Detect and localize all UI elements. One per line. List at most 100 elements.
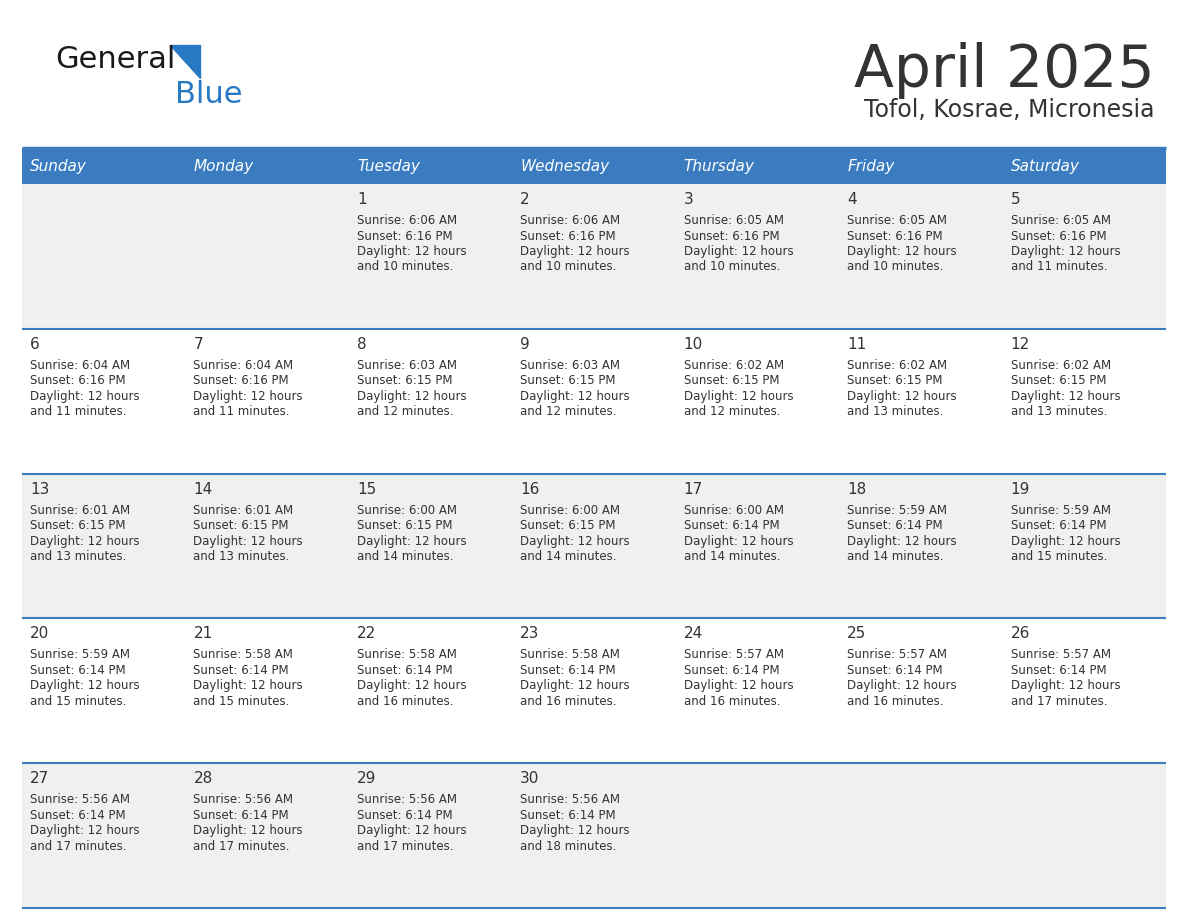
Text: Daylight: 12 hours: Daylight: 12 hours bbox=[356, 390, 467, 403]
Bar bbox=[1003, 329, 1165, 474]
Text: Sunrise: 6:00 AM: Sunrise: 6:00 AM bbox=[356, 504, 457, 517]
Text: and 13 minutes.: and 13 minutes. bbox=[30, 550, 126, 563]
Text: Daylight: 12 hours: Daylight: 12 hours bbox=[684, 245, 794, 258]
Text: 16: 16 bbox=[520, 482, 539, 497]
Text: 23: 23 bbox=[520, 626, 539, 642]
Text: Daylight: 12 hours: Daylight: 12 hours bbox=[356, 824, 467, 837]
Bar bbox=[349, 763, 512, 908]
Bar bbox=[349, 619, 512, 763]
Bar bbox=[839, 474, 1003, 619]
Text: Sunrise: 5:57 AM: Sunrise: 5:57 AM bbox=[684, 648, 784, 661]
Text: Sunrise: 5:58 AM: Sunrise: 5:58 AM bbox=[356, 648, 456, 661]
Text: Sunset: 6:16 PM: Sunset: 6:16 PM bbox=[847, 230, 943, 242]
Text: Daylight: 12 hours: Daylight: 12 hours bbox=[356, 679, 467, 692]
Text: Sunset: 6:15 PM: Sunset: 6:15 PM bbox=[356, 375, 453, 387]
Text: and 17 minutes.: and 17 minutes. bbox=[356, 840, 454, 853]
Text: Sunrise: 5:57 AM: Sunrise: 5:57 AM bbox=[1011, 648, 1111, 661]
Text: Daylight: 12 hours: Daylight: 12 hours bbox=[847, 534, 956, 548]
Text: Sunset: 6:14 PM: Sunset: 6:14 PM bbox=[520, 664, 615, 677]
Text: Sunset: 6:15 PM: Sunset: 6:15 PM bbox=[30, 519, 126, 532]
Text: Blue: Blue bbox=[175, 80, 242, 109]
Text: and 15 minutes.: and 15 minutes. bbox=[1011, 550, 1107, 563]
Text: 4: 4 bbox=[847, 192, 857, 207]
Text: Sunday: Sunday bbox=[30, 159, 87, 174]
Text: Daylight: 12 hours: Daylight: 12 hours bbox=[847, 390, 956, 403]
Bar bbox=[676, 619, 839, 763]
Text: 10: 10 bbox=[684, 337, 703, 352]
Text: Sunrise: 5:56 AM: Sunrise: 5:56 AM bbox=[30, 793, 129, 806]
Bar bbox=[512, 763, 676, 908]
Text: Daylight: 12 hours: Daylight: 12 hours bbox=[520, 679, 630, 692]
Bar bbox=[676, 184, 839, 329]
Bar bbox=[839, 763, 1003, 908]
Text: Sunset: 6:14 PM: Sunset: 6:14 PM bbox=[1011, 519, 1106, 532]
Text: 27: 27 bbox=[30, 771, 49, 786]
Text: 29: 29 bbox=[356, 771, 377, 786]
Bar bbox=[185, 329, 349, 474]
Text: Sunrise: 6:03 AM: Sunrise: 6:03 AM bbox=[520, 359, 620, 372]
Text: Daylight: 12 hours: Daylight: 12 hours bbox=[520, 390, 630, 403]
Bar bbox=[676, 763, 839, 908]
Text: Daylight: 12 hours: Daylight: 12 hours bbox=[520, 824, 630, 837]
Text: Sunset: 6:16 PM: Sunset: 6:16 PM bbox=[520, 230, 615, 242]
Text: and 17 minutes.: and 17 minutes. bbox=[1011, 695, 1107, 708]
Text: 13: 13 bbox=[30, 482, 50, 497]
Text: Sunset: 6:15 PM: Sunset: 6:15 PM bbox=[520, 519, 615, 532]
Text: Sunset: 6:15 PM: Sunset: 6:15 PM bbox=[1011, 375, 1106, 387]
Text: 12: 12 bbox=[1011, 337, 1030, 352]
Text: Sunrise: 5:56 AM: Sunrise: 5:56 AM bbox=[520, 793, 620, 806]
Polygon shape bbox=[170, 45, 200, 78]
Text: Sunrise: 6:03 AM: Sunrise: 6:03 AM bbox=[356, 359, 457, 372]
Text: General: General bbox=[55, 45, 176, 74]
Text: Sunrise: 6:00 AM: Sunrise: 6:00 AM bbox=[520, 504, 620, 517]
Bar bbox=[23, 474, 185, 619]
Text: 2: 2 bbox=[520, 192, 530, 207]
Text: 15: 15 bbox=[356, 482, 377, 497]
Bar bbox=[349, 329, 512, 474]
Bar bbox=[23, 329, 185, 474]
Text: Sunset: 6:15 PM: Sunset: 6:15 PM bbox=[847, 375, 942, 387]
Text: Daylight: 12 hours: Daylight: 12 hours bbox=[356, 245, 467, 258]
Text: Daylight: 12 hours: Daylight: 12 hours bbox=[194, 679, 303, 692]
Text: 1: 1 bbox=[356, 192, 366, 207]
Text: Sunset: 6:15 PM: Sunset: 6:15 PM bbox=[356, 519, 453, 532]
Text: Daylight: 12 hours: Daylight: 12 hours bbox=[684, 679, 794, 692]
Text: Sunset: 6:16 PM: Sunset: 6:16 PM bbox=[1011, 230, 1106, 242]
Text: 8: 8 bbox=[356, 337, 366, 352]
Text: 17: 17 bbox=[684, 482, 703, 497]
Text: 30: 30 bbox=[520, 771, 539, 786]
Bar bbox=[1003, 184, 1165, 329]
Text: and 15 minutes.: and 15 minutes. bbox=[194, 695, 290, 708]
Text: Sunset: 6:14 PM: Sunset: 6:14 PM bbox=[194, 664, 289, 677]
Bar bbox=[512, 184, 676, 329]
Text: Sunset: 6:14 PM: Sunset: 6:14 PM bbox=[1011, 664, 1106, 677]
Bar bbox=[512, 474, 676, 619]
Text: Tofol, Kosrae, Micronesia: Tofol, Kosrae, Micronesia bbox=[865, 98, 1155, 122]
Text: and 11 minutes.: and 11 minutes. bbox=[30, 406, 126, 419]
Text: Sunrise: 6:06 AM: Sunrise: 6:06 AM bbox=[356, 214, 457, 227]
Text: Sunset: 6:14 PM: Sunset: 6:14 PM bbox=[30, 664, 126, 677]
Text: Sunset: 6:15 PM: Sunset: 6:15 PM bbox=[684, 375, 779, 387]
Text: Daylight: 12 hours: Daylight: 12 hours bbox=[847, 245, 956, 258]
Text: 19: 19 bbox=[1011, 482, 1030, 497]
Bar bbox=[185, 763, 349, 908]
Text: and 16 minutes.: and 16 minutes. bbox=[684, 695, 781, 708]
Bar bbox=[185, 474, 349, 619]
Text: Sunrise: 6:05 AM: Sunrise: 6:05 AM bbox=[1011, 214, 1111, 227]
Text: 20: 20 bbox=[30, 626, 49, 642]
Bar bbox=[1003, 474, 1165, 619]
Text: and 13 minutes.: and 13 minutes. bbox=[194, 550, 290, 563]
Text: Sunrise: 6:04 AM: Sunrise: 6:04 AM bbox=[194, 359, 293, 372]
Bar bbox=[676, 474, 839, 619]
Bar bbox=[23, 184, 185, 329]
Bar bbox=[185, 184, 349, 329]
Text: 25: 25 bbox=[847, 626, 866, 642]
Text: 7: 7 bbox=[194, 337, 203, 352]
Text: Sunrise: 6:00 AM: Sunrise: 6:00 AM bbox=[684, 504, 784, 517]
Text: Tuesday: Tuesday bbox=[356, 159, 419, 174]
Text: Daylight: 12 hours: Daylight: 12 hours bbox=[1011, 534, 1120, 548]
Text: Sunset: 6:16 PM: Sunset: 6:16 PM bbox=[194, 375, 289, 387]
Text: Daylight: 12 hours: Daylight: 12 hours bbox=[520, 534, 630, 548]
Text: and 16 minutes.: and 16 minutes. bbox=[356, 695, 454, 708]
Text: Thursday: Thursday bbox=[684, 159, 754, 174]
